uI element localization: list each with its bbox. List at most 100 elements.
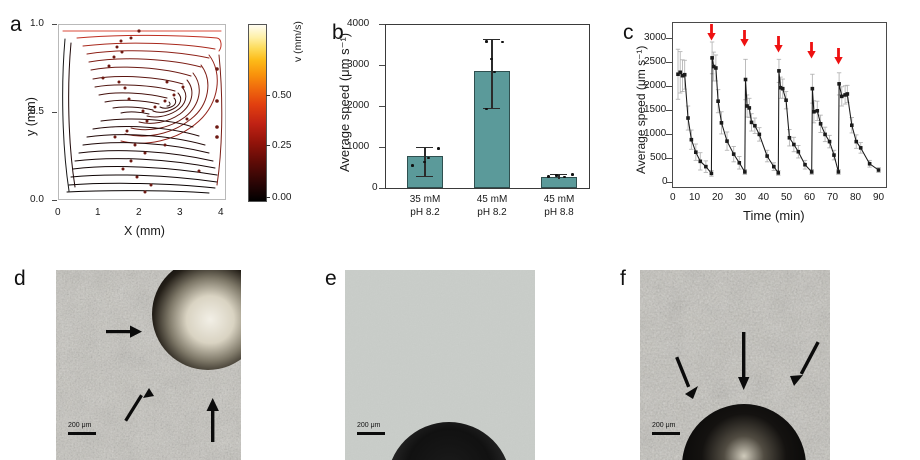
panel-b-x-axis-line xyxy=(385,188,590,190)
colorbar-axis-label: v (mm/s) xyxy=(292,21,304,62)
arrow-1 xyxy=(675,356,698,399)
bar-1-errorcap-bottom xyxy=(416,176,433,178)
bar-2-point-5 xyxy=(501,40,504,44)
panel-a-xtick-2: 2 xyxy=(136,207,142,218)
refuel-arrow-3 xyxy=(774,36,783,53)
panel-a-plot-area xyxy=(58,24,226,200)
bar-2-point-3 xyxy=(490,57,493,61)
panel-f-micrograph: 200 μm xyxy=(640,270,830,460)
panel-c-xtick-90: 90 xyxy=(873,192,885,203)
colorbar-tick-025 xyxy=(266,145,270,146)
arrow-3 xyxy=(790,341,820,386)
panel-c-ytick-mark-1000 xyxy=(666,133,672,135)
panel-b-bar-chart: b 4000 3000 2000 1000 0 Average speed (μ… xyxy=(315,0,615,255)
bar-category-2-line2: pH 8.2 xyxy=(477,206,507,218)
panel-e-scalebar-line xyxy=(357,432,385,436)
panel-a-xtick-1: 1 xyxy=(95,207,101,218)
bar-2-point-1 xyxy=(485,107,488,111)
panel-c-xtick-80: 80 xyxy=(850,192,862,203)
bar-1-point-3 xyxy=(427,156,430,160)
panel-c-ytick-2500: 2500 xyxy=(644,56,667,67)
panel-c-xtick-20: 20 xyxy=(712,192,724,203)
panel-d-image xyxy=(56,270,241,460)
panel-c-ytick-1500: 1500 xyxy=(644,104,667,115)
bar-3-point-4 xyxy=(571,173,574,176)
panel-a-xtick-4: 4 xyxy=(218,207,224,218)
bar-1-errorcap-top xyxy=(416,146,433,148)
panel-c-ytick-mark-1500 xyxy=(666,109,672,111)
colorbar-tick-050 xyxy=(266,95,270,96)
panel-c-ytick-0: 0 xyxy=(662,176,668,187)
panel-c-letter: c xyxy=(623,21,634,44)
panel-a-ytick-mark-05 xyxy=(52,112,57,113)
panel-f-scalebar-line xyxy=(652,432,680,436)
bar-category-1-line1: 35 mM xyxy=(409,194,441,205)
arrow-2 xyxy=(738,332,750,390)
panel-c-xtick-10: 10 xyxy=(689,192,701,203)
bar-category-1-line2: pH 8.2 xyxy=(410,206,440,218)
colorbar-tick-000 xyxy=(266,197,270,198)
panel-c-ytick-mark-0 xyxy=(666,181,672,183)
panel-c-xtick-50: 50 xyxy=(781,192,793,203)
panel-a-xtick-0: 0 xyxy=(55,207,61,218)
panel-b-ytick-3000-mark xyxy=(379,65,385,67)
arrow-2 xyxy=(124,388,154,422)
panel-b-y-axis-line xyxy=(385,24,387,189)
panel-e-micrograph: 200 μm xyxy=(345,270,535,460)
streamline-field xyxy=(62,29,223,194)
panel-a-ytick-1: 1.0 xyxy=(30,18,44,29)
bar-3-errorcap-top xyxy=(550,174,567,176)
bar-category-3-line2: pH 8.8 xyxy=(544,206,574,218)
refuel-arrow-2 xyxy=(740,30,750,47)
bar-3-point-2 xyxy=(555,174,558,177)
panel-b-ytick-0-mark xyxy=(379,188,385,190)
refuel-arrow-4 xyxy=(807,42,816,59)
panel-d-letter: d xyxy=(14,267,26,290)
panel-c-xtick-40: 40 xyxy=(758,192,770,203)
panel-e-scalebar-label: 200 μm xyxy=(357,422,381,429)
panel-e-image xyxy=(345,270,535,460)
panel-c-xtick-70: 70 xyxy=(827,192,839,203)
arrow-3 xyxy=(206,398,219,442)
panel-a-xtick-3: 3 xyxy=(177,207,183,218)
bar-category-3: 45 mM pH 8.8 xyxy=(529,194,589,219)
panel-c-xtick-30: 30 xyxy=(735,192,747,203)
panel-b-letter: b xyxy=(332,21,344,44)
panel-b-ytick-4000: 4000 xyxy=(347,18,370,29)
panel-c-xtick-60: 60 xyxy=(804,192,816,203)
panel-a-ytick-0: 0.0 xyxy=(30,194,44,205)
refuel-arrow-1 xyxy=(707,24,716,41)
colorbar-label-025: 0.25 xyxy=(272,140,292,151)
panel-a-colorbar xyxy=(248,24,267,202)
panel-c-xtick-0: 0 xyxy=(670,192,676,203)
panel-c-ytick-mark-500 xyxy=(666,157,672,159)
panel-e-letter: e xyxy=(325,267,337,290)
panel-f-image xyxy=(640,270,830,460)
panel-c-timeseries: c 3000 2500 2000 1500 1000 500 0 Average… xyxy=(610,0,920,255)
panel-c-xaxis-label: Time (min) xyxy=(743,208,805,223)
panel-d-scalebar: 200 μm xyxy=(68,422,96,436)
panel-a-streamlines: a xyxy=(0,0,330,255)
bar-2-point-4 xyxy=(485,40,488,43)
bar-3-point-3 xyxy=(563,175,566,179)
panel-b-ytick-0: 0 xyxy=(372,182,378,193)
panel-d-micrograph: 200 μm xyxy=(56,270,241,460)
panel-a-ytick-0-5: 0.5 xyxy=(30,106,44,117)
panel-c-ytick-mark-2000 xyxy=(666,85,672,87)
panel-c-ytick-3000: 3000 xyxy=(644,32,667,43)
panel-b-yaxis-label: Average speed (μm s⁻¹) xyxy=(337,32,352,172)
bar-2-errorcap-bottom xyxy=(483,108,500,110)
panel-f-scalebar-label: 200 μm xyxy=(652,422,676,429)
bar-2-errorbar xyxy=(491,38,493,109)
panel-c-plot-area xyxy=(672,22,887,188)
panel-c-ytick-2000: 2000 xyxy=(644,80,667,91)
bar-3-point-1 xyxy=(547,175,550,178)
panel-a-xaxis-label: X (mm) xyxy=(124,224,165,238)
panel-d-scalebar-label: 200 μm xyxy=(68,422,92,429)
panel-c-ytick-mark-2500 xyxy=(666,61,672,63)
panel-a-letter: a xyxy=(10,13,22,36)
bar-2-errorcap-top xyxy=(483,38,500,40)
bar-category-1: 35 mM pH 8.2 xyxy=(395,194,455,219)
panel-f-letter: f xyxy=(620,267,626,290)
panel-c-ytick-500: 500 xyxy=(650,152,667,163)
